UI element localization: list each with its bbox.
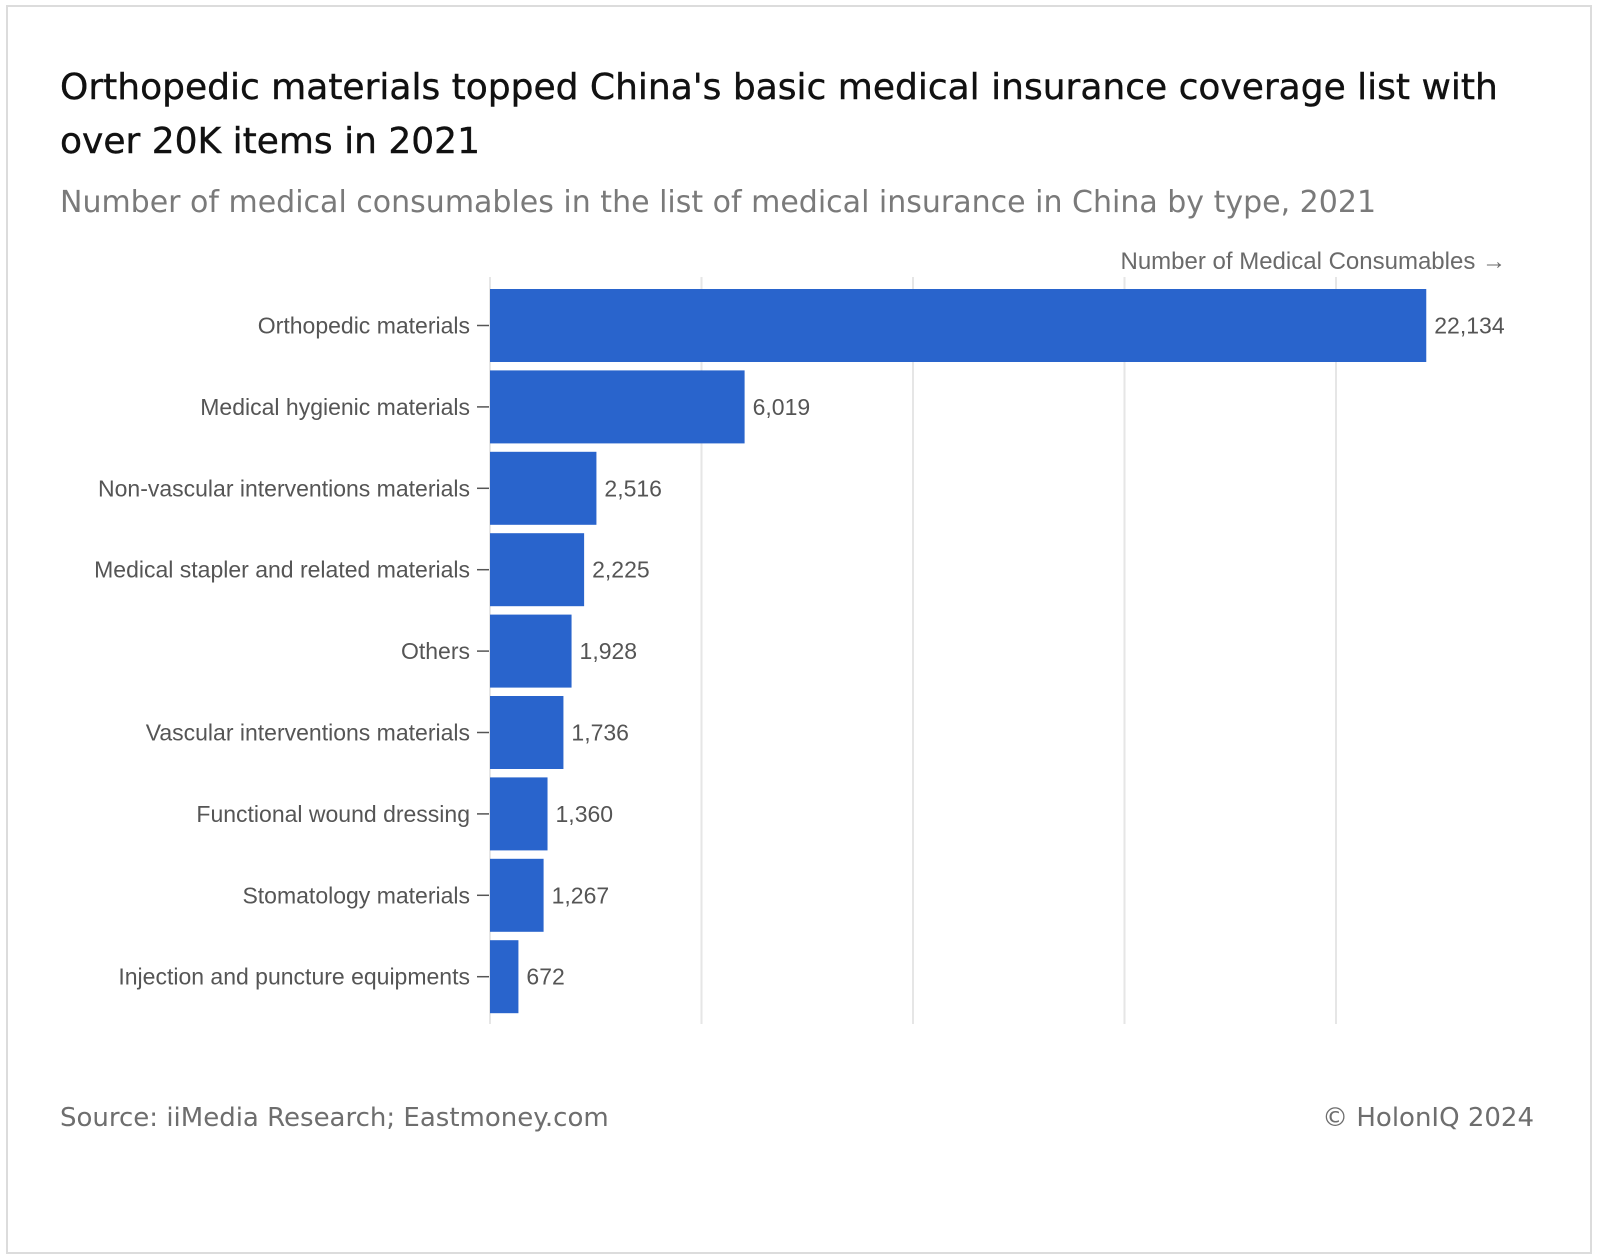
category-label: Orthopedic materials [258, 313, 470, 339]
bars [490, 289, 1427, 1014]
bar [490, 858, 544, 932]
value-label: 1,736 [571, 720, 629, 746]
value-label: 1,267 [552, 882, 610, 908]
bar [490, 696, 564, 769]
value-label: 6,019 [753, 394, 811, 420]
x-axis-title: Number of Medical Consumables → [1121, 248, 1507, 275]
source-note: Source: iiMedia Research; Eastmoney.com [60, 1103, 609, 1133]
bar [490, 451, 597, 525]
bar [490, 614, 572, 688]
value-label: 2,225 [592, 557, 650, 583]
bar [490, 940, 519, 1014]
category-label: Others [401, 638, 470, 664]
bar [490, 777, 548, 851]
category-label: Stomatology materials [242, 882, 470, 908]
bar [490, 289, 1427, 362]
category-label: Medical stapler and related materials [94, 557, 470, 583]
bar [490, 533, 585, 607]
chart-card: Orthopedic materials topped China's basi… [6, 5, 1592, 1254]
chart-subtitle: Number of medical consumables in the lis… [60, 185, 1377, 220]
category-label: Injection and puncture equipments [118, 964, 470, 990]
value-label: 1,360 [556, 801, 614, 827]
bar [490, 370, 745, 444]
value-label: 2,516 [604, 475, 662, 501]
value-label: 22,134 [1434, 313, 1505, 339]
category-label: Medical hygienic materials [200, 394, 470, 420]
chart-title: Orthopedic materials topped China's basi… [60, 67, 1498, 162]
value-label: 672 [526, 964, 564, 990]
category-label: Non-vascular interventions materials [98, 475, 470, 501]
value-label: 1,928 [580, 638, 638, 664]
category-labels: Orthopedic materials Medical hygienic mat… [94, 313, 489, 990]
category-label: Functional wound dressing [196, 801, 470, 827]
category-label: Vascular interventions materials [146, 720, 470, 746]
copyright-credit: © HolonIQ 2024 [1322, 1103, 1534, 1133]
bar-chart: Orthopedic materials Medical hygienic mat… [94, 248, 1507, 1024]
value-labels: 22,134 6,019 2,516 2,225 1,928 1,736 1,360 1,26… [526, 313, 1504, 990]
